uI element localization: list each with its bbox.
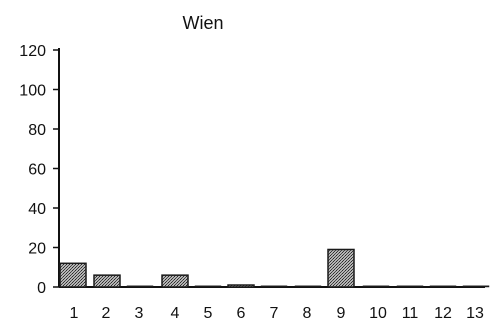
x-tick-label: 12 [434,305,452,322]
bar-1 [59,262,87,288]
bars [59,248,490,288]
x-tick-label: 6 [237,305,246,322]
bar-4 [161,274,189,288]
x-tick-label: 5 [204,305,213,322]
bar-9 [327,248,355,288]
x-tick-label: 10 [369,305,387,322]
y-axis: 0 20 40 60 80 100 120 [19,43,60,297]
bar-6 [227,284,255,288]
y-tick-label: 80 [28,122,46,139]
x-tick-label: 4 [171,305,180,322]
bar-2 [93,274,121,288]
y-tick-label: 120 [19,43,46,60]
y-tick-label: 0 [37,280,46,297]
bar-7 [260,285,288,288]
bar-3 [126,285,154,288]
y-tick-label: 60 [28,162,46,179]
x-tick-label: 2 [102,305,111,322]
bar-11 [396,285,424,288]
bar-12 [429,285,457,288]
bar-13 [462,285,490,288]
x-tick-label: 7 [270,305,279,322]
x-tick-label: 3 [135,305,144,322]
bar-5 [194,285,222,288]
chart-title: Wien [182,13,223,33]
bar-8 [294,285,322,288]
bar-10 [362,285,390,288]
y-tick-label: 100 [19,83,46,100]
x-tick-label: 11 [402,305,419,322]
y-tick-label: 20 [28,241,46,258]
y-tick-label: 40 [28,201,46,218]
x-tick-label: 8 [303,305,312,322]
x-tick-label: 9 [337,305,346,322]
x-tick-label: 1 [70,305,79,322]
x-axis: 1 2 3 4 5 6 7 8 9 10 11 12 13 [59,286,485,322]
x-tick-label: 13 [466,305,484,322]
